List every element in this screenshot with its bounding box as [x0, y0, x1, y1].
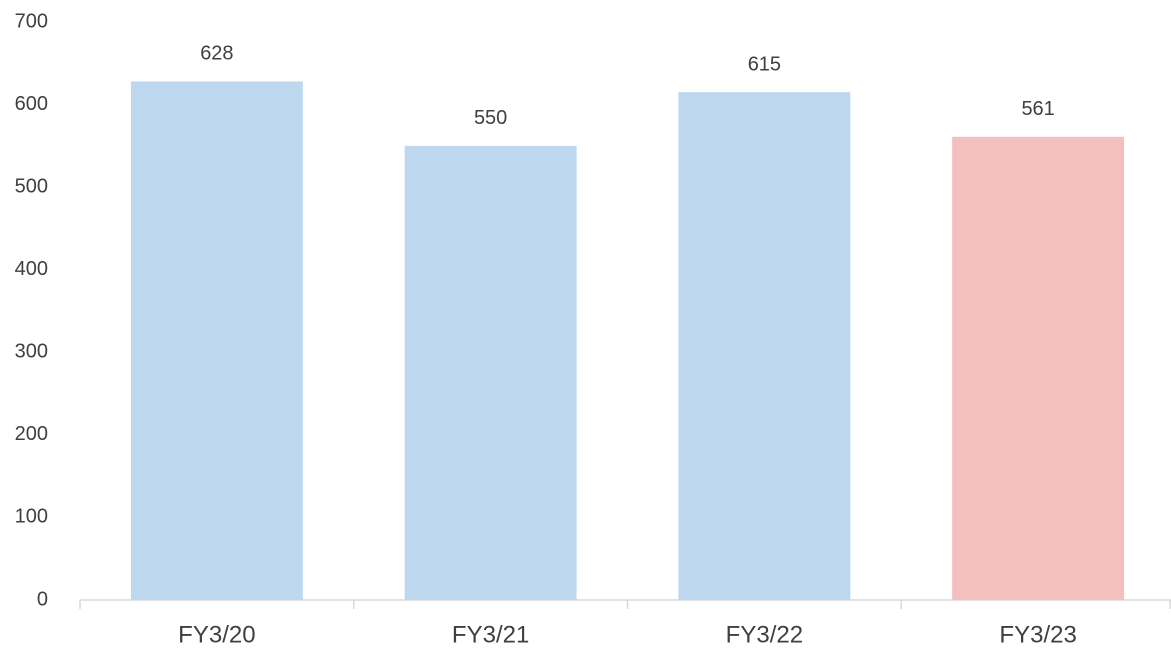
y-tick-label: 300 — [15, 341, 48, 363]
bar — [678, 92, 851, 600]
y-tick-label: 500 — [15, 175, 48, 197]
x-tick-label: FY3/23 — [999, 621, 1076, 648]
y-tick-label: 100 — [15, 506, 48, 528]
y-tick-label: 0 — [37, 588, 48, 610]
data-label: 550 — [474, 107, 507, 129]
data-label: 628 — [200, 43, 233, 65]
bar — [130, 81, 303, 601]
y-tick-label: 400 — [15, 258, 48, 280]
bar — [952, 136, 1125, 600]
x-tick-label: FY3/21 — [452, 621, 529, 648]
bar — [404, 145, 577, 600]
x-tick-label: FY3/22 — [726, 621, 803, 648]
x-tick-label: FY3/20 — [178, 621, 255, 648]
y-tick-label: 200 — [15, 423, 48, 445]
data-label: 615 — [748, 53, 781, 75]
y-tick-label: 700 — [15, 10, 48, 32]
y-tick-label: 600 — [15, 93, 48, 115]
data-label: 561 — [1021, 98, 1054, 120]
